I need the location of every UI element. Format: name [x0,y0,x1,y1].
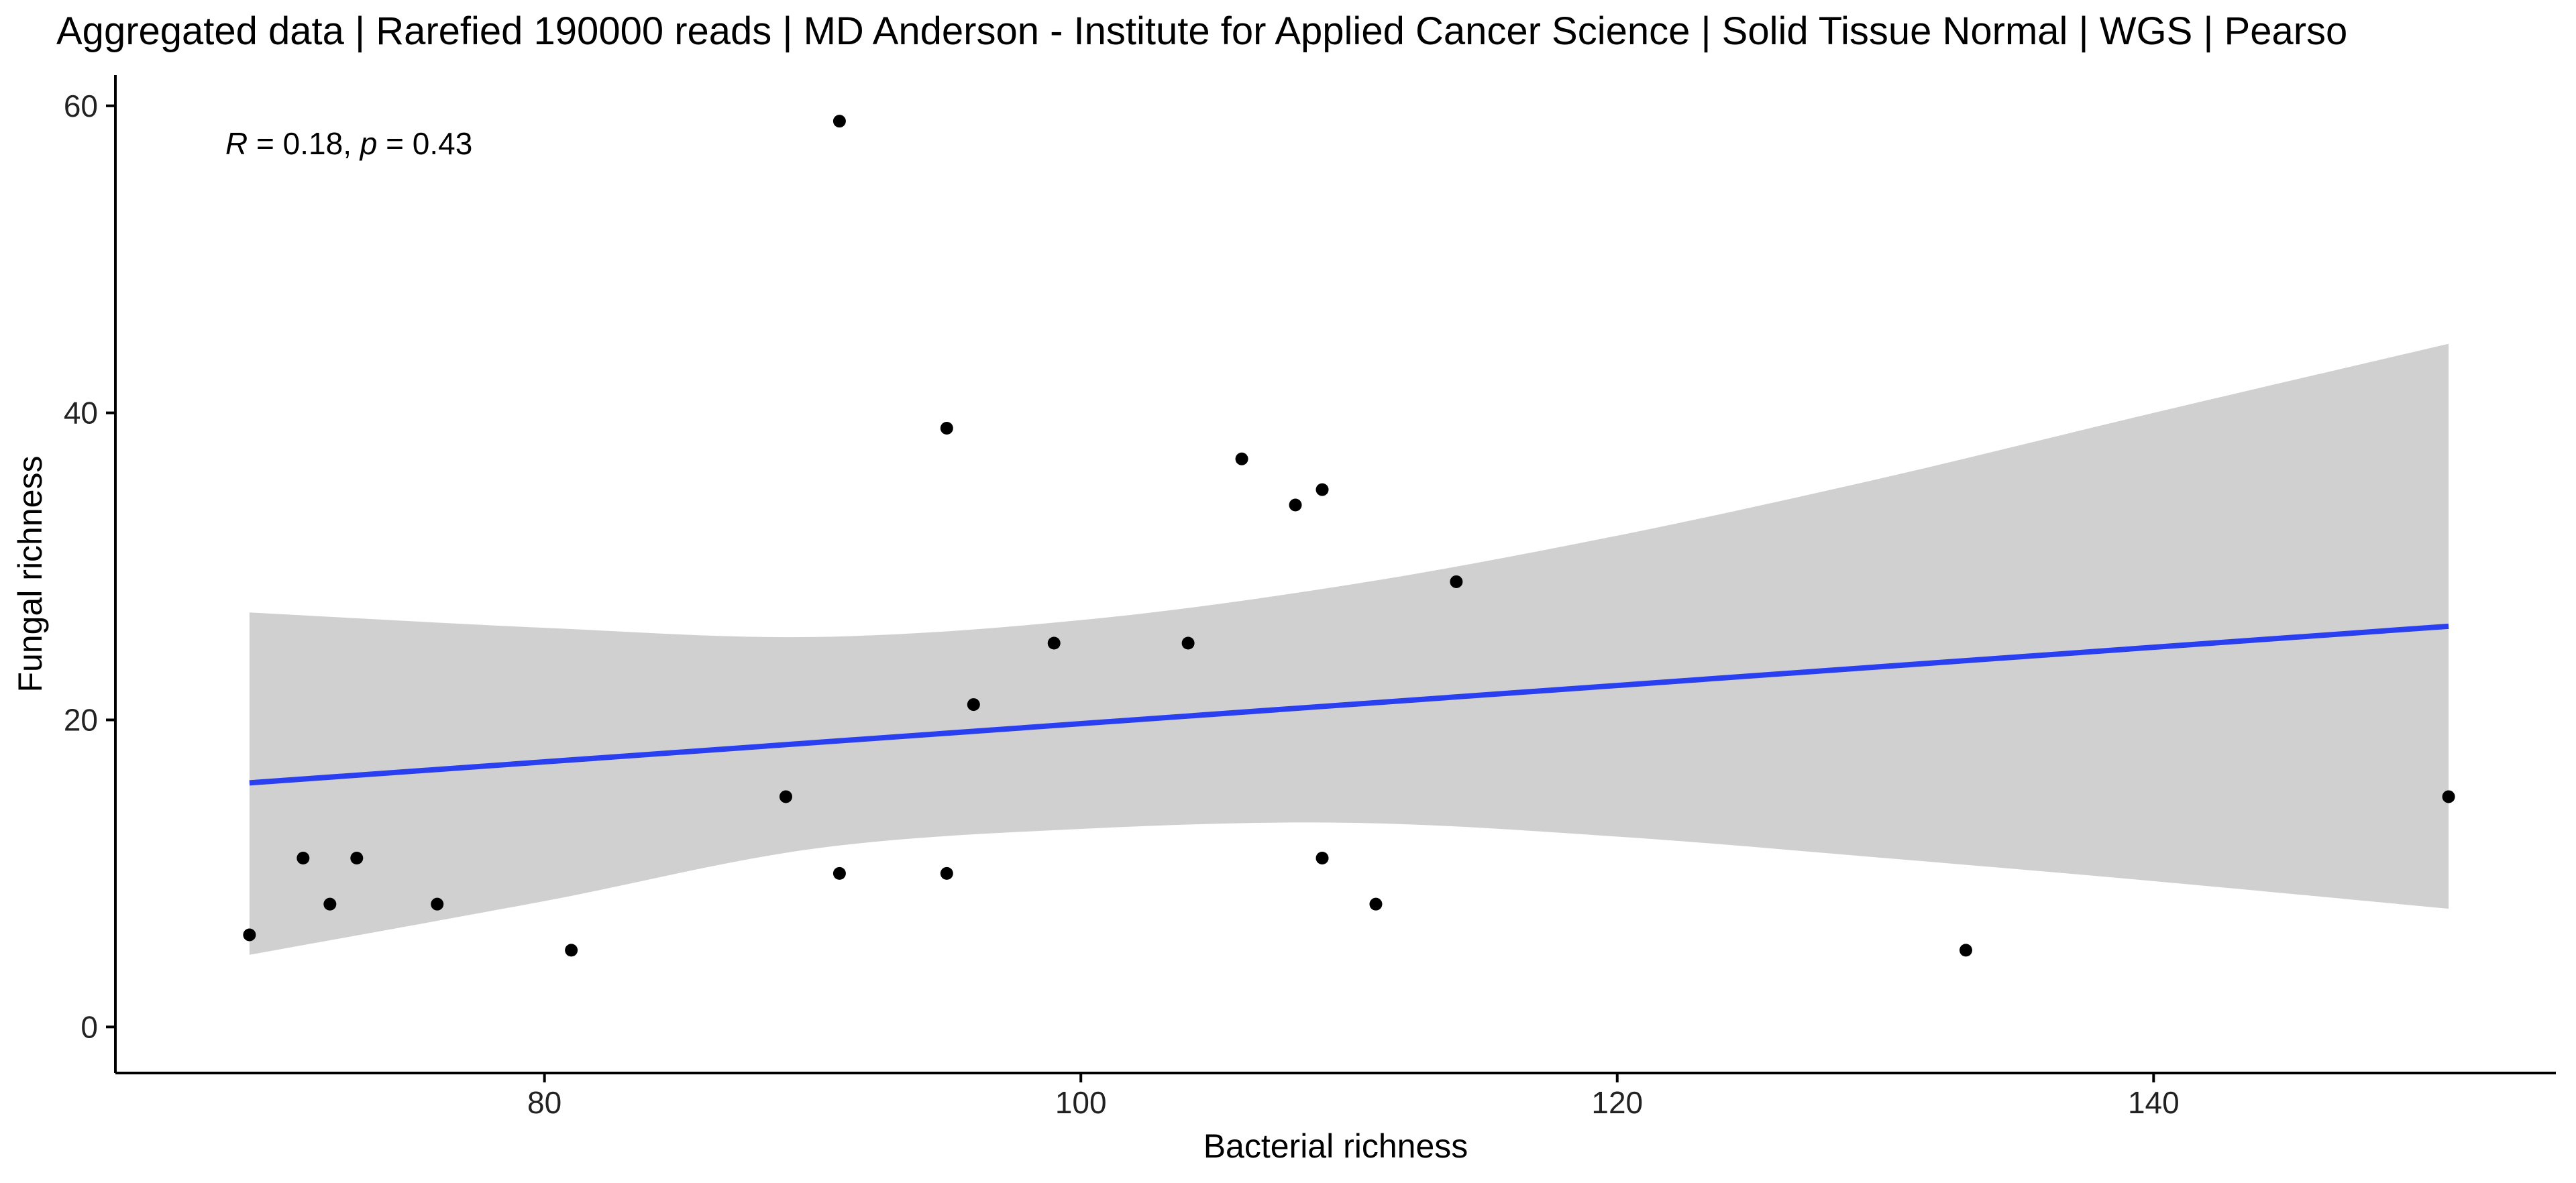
data-point [940,422,953,435]
data-point [1047,636,1061,650]
confidence-band-layer [249,343,2449,955]
x-ticks-layer: 80 100 120 140 [527,1073,2180,1120]
data-points-layer [243,115,2455,957]
y-tick-label: 60 [64,89,98,123]
data-point [243,928,256,942]
data-point [1959,944,1972,957]
y-tick-label: 40 [64,396,98,431]
r-symbol: R [225,126,248,161]
r-value: = 0.18, [248,126,360,161]
y-tick-label: 20 [64,702,98,737]
data-point [779,790,792,803]
data-point [833,866,846,880]
data-point [1450,575,1463,588]
x-tick-label: 120 [1591,1085,1643,1120]
p-value: = 0.43 [377,126,472,161]
data-point [297,852,310,865]
data-point [431,897,444,911]
data-point [2442,790,2455,803]
y-tick-label: 0 [80,1009,98,1044]
data-point [967,698,980,712]
annotation-text: R = 0.18, p = 0.43 [225,126,472,161]
x-tick-label: 140 [2128,1085,2180,1120]
data-point [350,852,364,865]
chart-title: Aggregated data | Rarefied 190000 reads … [56,9,2347,53]
x-axis-label: Bacterial richness [1203,1127,1468,1165]
data-point [1235,452,1248,465]
data-point [1181,636,1195,650]
regression-line-layer [249,623,2449,786]
data-point [940,866,953,880]
regression-line [249,623,2449,786]
data-point [323,897,337,911]
x-tick-label: 100 [1055,1085,1107,1120]
x-tick-label: 80 [527,1085,561,1120]
data-point [1369,897,1383,911]
data-point [833,115,846,128]
confidence-band [249,343,2449,955]
data-point [1316,852,1329,865]
y-ticks-layer: 0 20 40 60 [64,89,115,1044]
data-point [565,944,578,957]
y-axis-label: Fungal richness [11,456,49,693]
data-point [1316,483,1329,496]
p-symbol: p [359,126,378,161]
data-point [1289,498,1302,512]
